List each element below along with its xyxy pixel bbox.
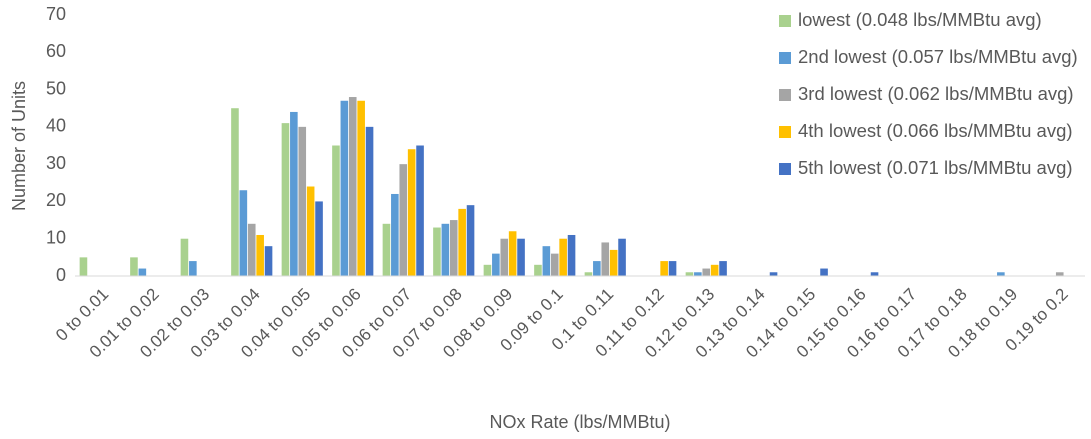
- bar: [870, 272, 879, 276]
- bar: [180, 238, 189, 276]
- bar: [584, 272, 593, 276]
- bar: [601, 242, 610, 276]
- legend-label: 5th lowest (0.071 lbs/MMBtu avg): [798, 157, 1073, 178]
- bar: [433, 227, 441, 276]
- bar: [702, 268, 711, 276]
- bar: [694, 272, 702, 276]
- bar: [407, 149, 416, 276]
- bar: [441, 223, 450, 276]
- bar: [138, 268, 147, 276]
- bar: [298, 126, 307, 276]
- bar: [281, 123, 290, 276]
- y-tick-label: 50: [46, 78, 66, 98]
- bar: [483, 264, 492, 276]
- legend-swatch: [779, 126, 791, 138]
- bar: [399, 164, 408, 276]
- y-tick-label: 20: [46, 190, 66, 210]
- bar: [315, 201, 323, 276]
- bar: [820, 268, 828, 276]
- bar: [559, 238, 567, 276]
- bar: [290, 111, 298, 276]
- bar: [231, 108, 239, 276]
- bar: [534, 264, 542, 276]
- bar: [618, 238, 626, 276]
- bar: [449, 220, 458, 276]
- bar: [508, 231, 517, 276]
- bar: [306, 186, 315, 276]
- bar: [668, 261, 677, 276]
- bar: [365, 126, 374, 276]
- bar: [492, 253, 500, 276]
- bar: [264, 246, 273, 276]
- bar: [391, 193, 399, 276]
- bar: [593, 261, 601, 276]
- bar: [660, 261, 668, 276]
- bar: [332, 145, 340, 276]
- legend-label: 2nd lowest (0.057 lbs/MMBtu avg): [798, 46, 1078, 67]
- bar: [382, 223, 391, 276]
- bar: [256, 234, 264, 276]
- bar: [130, 257, 138, 276]
- bar: [357, 100, 365, 276]
- bar: [348, 97, 357, 277]
- y-tick-label: 0: [56, 265, 66, 285]
- bar: [500, 238, 509, 276]
- bar: [239, 190, 248, 276]
- y-tick-label: 70: [46, 4, 66, 24]
- bar: [542, 246, 551, 276]
- legend-label: 4th lowest (0.066 lbs/MMBtu avg): [798, 120, 1073, 141]
- bar: [997, 272, 1005, 276]
- y-tick-label: 40: [46, 116, 66, 136]
- bar: [517, 238, 525, 276]
- bar: [416, 145, 424, 276]
- bar: [1055, 272, 1064, 276]
- bar: [685, 272, 694, 276]
- x-axis-title: NOx Rate (lbs/MMBtu): [489, 412, 670, 432]
- bar: [79, 257, 88, 276]
- bar: [769, 272, 778, 276]
- legend-label: lowest (0.048 lbs/MMBtu avg): [798, 9, 1042, 30]
- bar: [458, 208, 466, 276]
- bar: [466, 205, 475, 276]
- legend-swatch: [779, 89, 791, 101]
- y-tick-label: 10: [46, 227, 66, 247]
- bar: [710, 264, 719, 276]
- y-tick-label: 30: [46, 153, 66, 173]
- y-axis-title: Number of Units: [9, 81, 29, 211]
- legend-swatch: [779, 15, 791, 27]
- bar: [567, 234, 576, 276]
- bar: [247, 223, 256, 276]
- bar: [340, 100, 349, 276]
- bar: [609, 249, 618, 276]
- bar: [719, 261, 727, 276]
- bar: [189, 261, 197, 276]
- legend-swatch: [779, 52, 791, 64]
- bar: [550, 253, 559, 276]
- legend-label: 3rd lowest (0.062 lbs/MMBtu avg): [798, 83, 1074, 104]
- legend-swatch: [779, 163, 791, 175]
- y-tick-label: 60: [46, 41, 66, 61]
